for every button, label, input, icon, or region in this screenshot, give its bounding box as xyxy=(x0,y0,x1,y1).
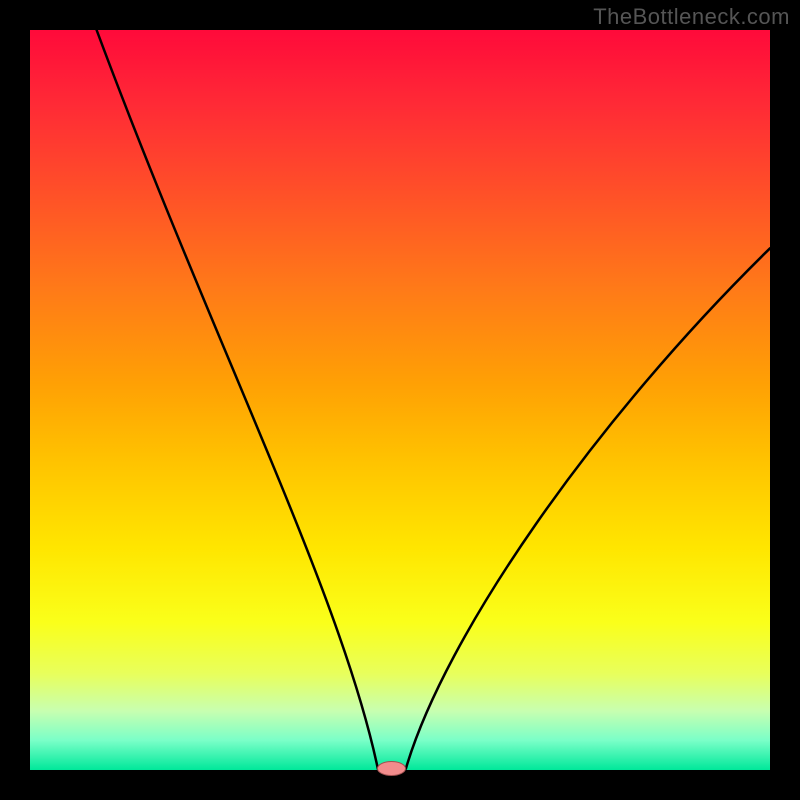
optimal-point-marker xyxy=(377,762,405,776)
gradient-plot-area xyxy=(30,30,770,770)
bottleneck-chart xyxy=(0,0,800,800)
watermark-text: TheBottleneck.com xyxy=(593,4,790,30)
